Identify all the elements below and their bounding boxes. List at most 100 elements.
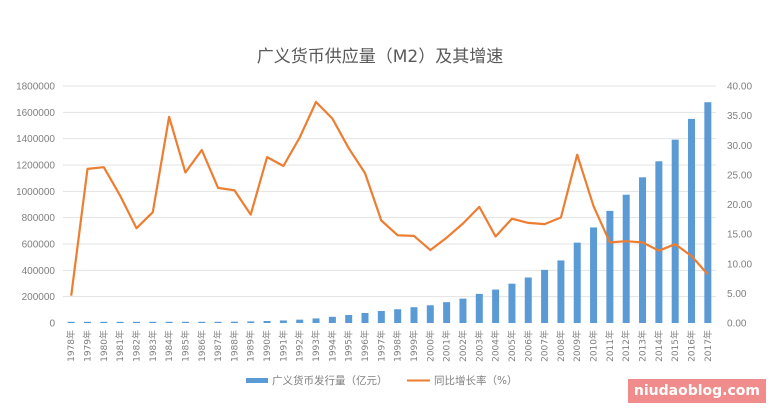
legend: 广义货币发行量（亿元） 同比增长率（%） [246,374,517,387]
bar [590,227,598,323]
line-series [70,100,709,296]
bar [296,319,304,323]
bar [475,293,483,323]
x-axis-tick-label: 1991年 [277,330,289,362]
bar [263,320,271,323]
x-axis-tick-label: 2001年 [441,330,453,362]
x-axis-tick-label: 1993年 [310,330,322,362]
right-axis-tick-label: 30.00 [727,141,752,152]
x-axis-tick-label: 2004年 [490,330,502,362]
bar-series [67,102,712,324]
growth-rate-line [70,100,709,296]
x-axis-tick-label: 2007年 [539,330,551,362]
bar [100,321,108,323]
left-axis-tick-label: 400000 [22,266,56,277]
bar [394,309,402,323]
x-axis-tick-label: 1980年 [98,330,110,362]
x-axis-tick-label: 1995年 [343,330,355,362]
x-axis-tick-label: 2005年 [506,330,518,362]
x-axis-ticks: 1978年 1979年 1980年 1981年 1982年 1983年 1984年 1985年… [65,330,714,362]
x-axis-tick-label: 2002年 [457,330,469,362]
right-axis-tick-label: 20.00 [727,200,752,211]
x-axis-tick-label: 2003年 [473,330,485,362]
x-axis-tick-label: 2013年 [637,330,649,362]
bar [377,311,385,323]
x-axis-tick-label: 1996年 [359,330,371,362]
x-axis-tick-label: 1986年 [196,330,208,362]
x-axis-tick-label: 1985年 [179,330,191,362]
x-axis-tick-label: 1998年 [392,330,404,362]
bar [524,277,532,323]
right-axis-tick-label: 25.00 [727,170,752,181]
bar [312,318,320,323]
x-axis-tick-label: 2010年 [588,330,600,362]
x-axis-tick-label: 2000年 [424,330,436,362]
bar [181,321,189,323]
bar [704,102,712,323]
x-axis-tick-label: 1988年 [228,330,240,362]
right-axis-ticks: 0.00 5.00 10.00 15.00 20.00 25.00 30.00 35.00 40… [727,82,752,330]
watermark: niudaoblog.com [627,379,766,403]
bar [655,161,663,323]
legend-bar-label: 广义货币发行量（亿元） [272,374,388,387]
right-axis-tick-label: 5.00 [727,289,747,300]
bar [426,305,434,323]
bar [671,139,679,323]
bar [622,194,630,323]
x-axis-tick-label: 2014年 [653,330,665,362]
bar [116,321,124,323]
left-axis-ticks: 0 200000 400000 600000 800000 1000000 1200000 1… [16,82,55,330]
x-axis-tick-label: 2012年 [620,330,632,362]
x-axis-tick-label: 1983年 [147,330,159,362]
bar [410,307,418,323]
left-axis-tick-label: 1000000 [16,187,55,198]
left-axis-tick-label: 1600000 [16,108,55,119]
bar [573,242,581,323]
x-axis-tick-label: 1999年 [408,330,420,362]
right-axis-tick-label: 35.00 [727,111,752,122]
bar [541,269,549,323]
legend-bar-swatch [246,378,268,383]
left-axis-tick-label: 800000 [22,213,56,224]
bar [83,321,91,323]
bar [67,321,75,323]
left-axis-tick-label: 0 [49,319,55,330]
x-axis-tick-label: 2016年 [686,330,698,362]
bar [508,283,516,323]
x-axis-tick-label: 1982年 [130,330,142,362]
bar [247,321,255,323]
chart-title: 广义货币供应量（M2）及其增速 [257,47,503,67]
left-axis-tick-label: 1200000 [16,161,55,172]
x-axis-tick-label: 2011年 [604,330,616,362]
bar [279,320,287,323]
right-axis-tick-label: 0.00 [727,319,747,330]
x-axis-tick-label: 1981年 [114,330,126,362]
bar [688,118,696,324]
x-axis-tick-label: 1997年 [375,330,387,362]
bar [492,289,500,323]
bar [361,312,369,323]
x-axis-tick-label: 2009年 [571,330,583,362]
bar [443,302,451,323]
right-axis-tick-label: 15.00 [727,230,752,241]
bar [198,321,206,323]
x-axis-tick-label: 1989年 [245,330,257,362]
x-axis-tick-label: 1978年 [65,330,77,362]
left-axis-tick-label: 600000 [22,240,56,251]
x-axis-tick-label: 2015年 [669,330,681,362]
bar [214,321,222,323]
left-axis-tick-label: 200000 [22,292,56,303]
legend-line-label: 同比增长率（%） [434,374,517,387]
bar [557,260,565,323]
x-axis-tick-label: 1984年 [163,330,175,362]
bar [132,321,140,323]
x-axis-tick-label: 1987年 [212,330,224,362]
x-axis-tick-label: 2008年 [555,330,567,362]
bar [639,177,647,323]
x-axis-tick-label: 1979年 [81,330,93,362]
bar [459,298,467,323]
bar [149,321,157,323]
bar [230,321,238,323]
bar [606,210,614,323]
